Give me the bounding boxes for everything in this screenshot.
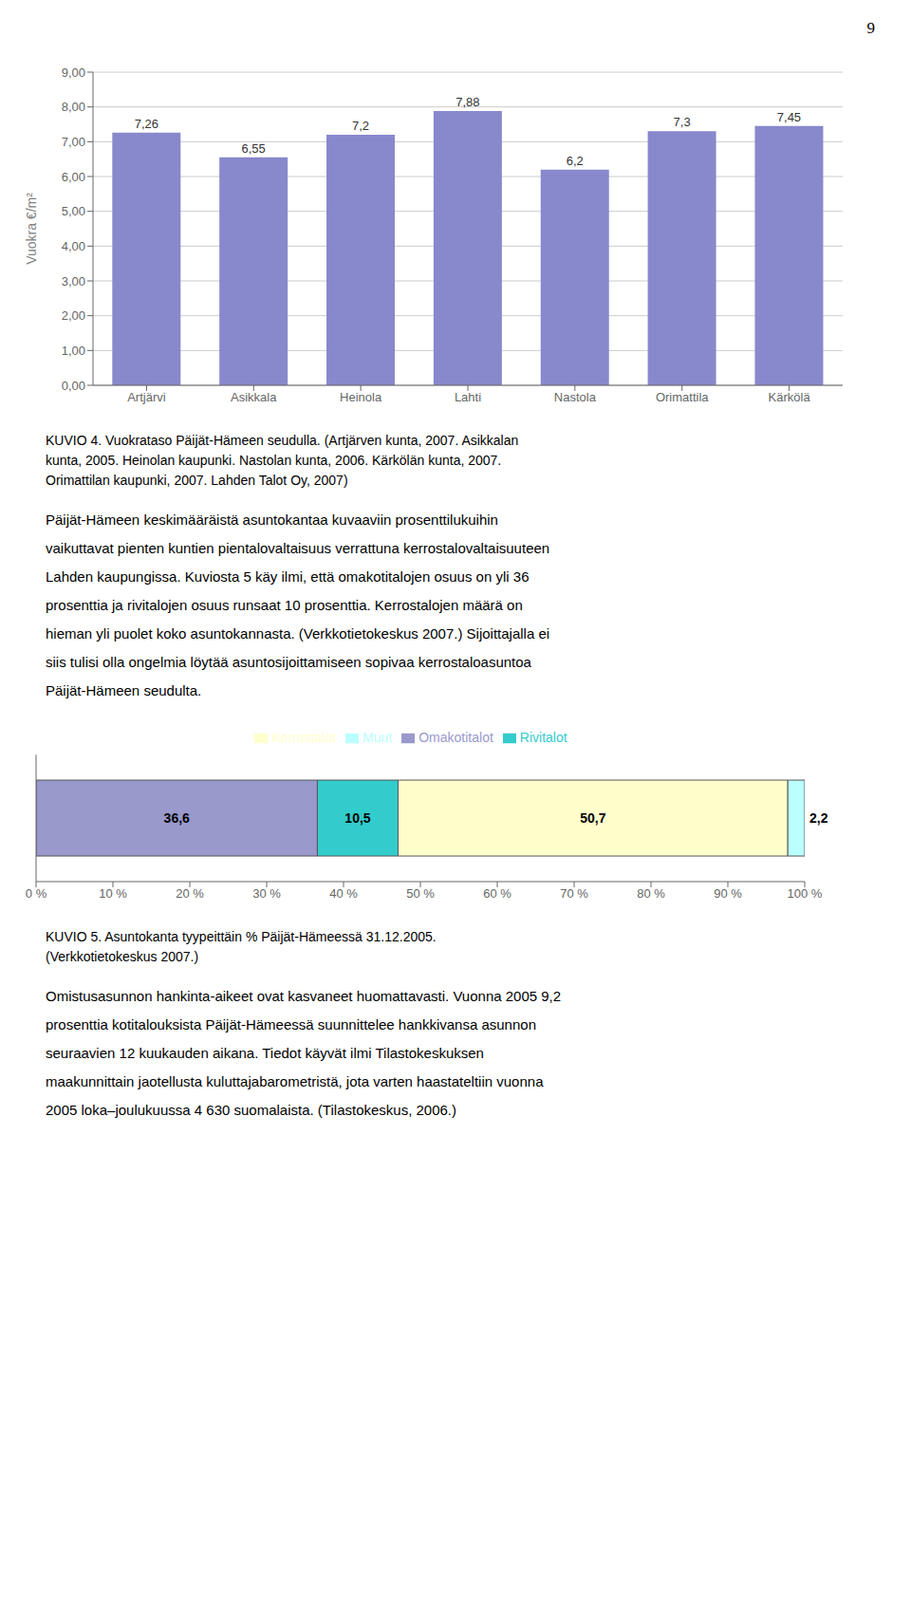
svg-text:Asikkala: Asikkala — [230, 390, 278, 405]
html-text:Kerrostalot: Kerrostalot — [271, 729, 337, 745]
svg-text:50,7: 50,7 — [579, 810, 606, 826]
svg-text:2,2: 2,2 — [809, 810, 829, 826]
html-text:hieman yli puolet koko asuntok: hieman yli puolet koko asuntokannasta. (… — [45, 625, 550, 642]
html-text:Päijät-Hämeen seudulta.: Päijät-Hämeen seudulta. — [45, 682, 202, 699]
svg-text:60 %: 60 % — [483, 886, 512, 901]
html-text:maakunnittain jaotellusta kulu: maakunnittain jaotellusta kuluttajabarom… — [45, 1073, 544, 1090]
html-text:KUVIO 4. Vuokrataso Päijät-Häm: KUVIO 4. Vuokrataso Päijät-Hämeen seudul… — [45, 432, 519, 488]
svg-text:36,6: 36,6 — [164, 810, 190, 826]
svg-text:10 %: 10 % — [98, 886, 128, 901]
html-text:Omistusasunnon hankinta-aikeet: Omistusasunnon hankinta-aikeet ovat kasv… — [45, 987, 561, 1004]
svg-text:10,5: 10,5 — [344, 810, 371, 826]
svg-text:6,00: 6,00 — [61, 169, 86, 185]
svg-text:7,26: 7,26 — [134, 116, 159, 131]
html-text:vaikuttavat pienten kuntien pi: vaikuttavat pienten kuntien pientalovalt… — [45, 539, 550, 557]
svg-text:Heinola: Heinola — [339, 390, 383, 405]
svg-text:20 %: 20 % — [175, 886, 205, 901]
svg-text:7,45: 7,45 — [777, 110, 801, 125]
svg-text:0,00: 0,00 — [61, 378, 86, 393]
svg-text:90 %: 90 % — [713, 886, 743, 901]
svg-text:Kärkölä: Kärkölä — [768, 390, 812, 405]
svg-text:Artjärvi: Artjärvi — [127, 390, 167, 405]
html-text:Omakotitalot: Omakotitalot — [418, 729, 494, 745]
svg-text:2,00: 2,00 — [61, 308, 86, 323]
html-text:prosenttia ja rivitalojen osuu: prosenttia ja rivitalojen osuus runsaat … — [45, 596, 523, 614]
html-text:Rivitalot: Rivitalot — [519, 729, 568, 745]
html-text:Lahden kaupungissa. Kuviosta 5: Lahden kaupungissa. Kuviosta 5 käy ilmi,… — [45, 568, 530, 585]
html-text:siis tulisi olla ongelmia löyt: siis tulisi olla ongelmia löytää asuntos… — [45, 653, 532, 670]
svg-text:0 %: 0 % — [25, 886, 48, 901]
svg-text:100 %: 100 % — [787, 886, 823, 901]
svg-text:7,3: 7,3 — [673, 114, 691, 130]
html-text:9: 9 — [866, 18, 875, 38]
svg-text:4,00: 4,00 — [61, 239, 86, 254]
html-text:seuraavien 12 kuukauden aikana: seuraavien 12 kuukauden aikana. Tiedot k… — [45, 1044, 484, 1061]
html-text:KUVIO 5. Asuntokanta tyypeittä: KUVIO 5. Asuntokanta tyypeittäin % Päijä… — [45, 929, 437, 965]
svg-text:6,55: 6,55 — [241, 141, 266, 156]
html-text:Päijät-Hämeen keskimääräistä a: Päijät-Hämeen keskimääräistä asuntokanta… — [45, 511, 499, 528]
svg-text:50 %: 50 % — [406, 886, 435, 901]
svg-text:40 %: 40 % — [329, 886, 358, 901]
svg-text:7,00: 7,00 — [61, 134, 86, 149]
svg-text:70 %: 70 % — [559, 886, 589, 901]
html-text:Muut: Muut — [362, 729, 393, 745]
svg-text:80 %: 80 % — [636, 886, 666, 901]
svg-text:Orimattila: Orimattila — [655, 390, 709, 405]
html-text:prosenttia kotitalouksista Päi: prosenttia kotitalouksista Päijät-Hämees… — [45, 1016, 537, 1033]
svg-text:30 %: 30 % — [252, 886, 281, 901]
svg-text:5,00: 5,00 — [61, 204, 86, 219]
svg-text:Lahti: Lahti — [454, 390, 482, 405]
svg-text:9,00: 9,00 — [61, 65, 86, 80]
svg-text:7,2: 7,2 — [352, 118, 370, 133]
html-text:2005 loka–joulukuussa 4 630 su: 2005 loka–joulukuussa 4 630 suomalaista.… — [45, 1101, 457, 1118]
svg-text:8,00: 8,00 — [61, 99, 86, 114]
svg-text:Nastola: Nastola — [554, 390, 597, 405]
svg-text:6,2: 6,2 — [566, 153, 584, 168]
svg-text:3,00: 3,00 — [61, 274, 86, 289]
svg-text:1,00: 1,00 — [61, 343, 86, 358]
svg-text:Vuokra €/m²: Vuokra €/m² — [23, 192, 39, 265]
svg-text:7,88: 7,88 — [455, 94, 480, 110]
